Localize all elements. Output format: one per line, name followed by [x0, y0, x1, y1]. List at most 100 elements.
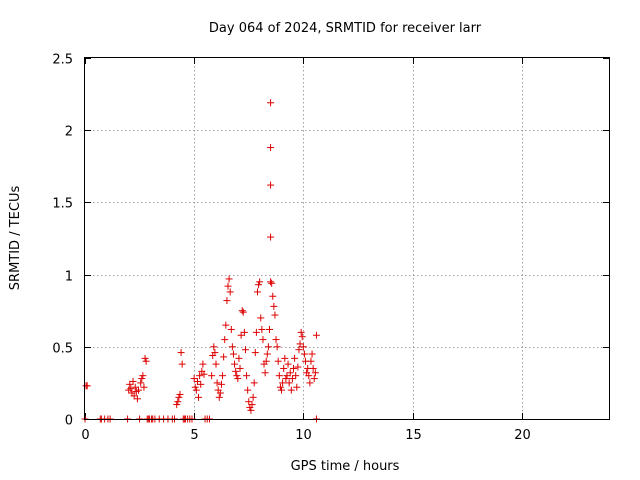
data-point [278, 386, 285, 394]
data-point [195, 393, 203, 401]
x-tick-label: 0 [81, 428, 89, 443]
data-point [216, 389, 224, 397]
data-point [133, 395, 141, 403]
data-point [297, 328, 305, 336]
data-point [237, 331, 245, 339]
data-point [295, 346, 303, 354]
data-point [126, 380, 134, 388]
data-point [267, 99, 275, 107]
data-point [225, 275, 233, 283]
x-tick-label: 5 [190, 428, 198, 443]
data-point [137, 379, 145, 387]
data-point [244, 386, 252, 394]
data-point [305, 372, 313, 380]
data-point [270, 302, 278, 310]
x-tick-label: 10 [295, 428, 312, 443]
data-point [250, 379, 258, 387]
data-point [138, 375, 146, 383]
y-tick-labels: 0 0.5 1 1.5 2 2.5 [52, 53, 73, 429]
data-point [274, 357, 282, 365]
data-point [224, 282, 232, 290]
data-point [193, 377, 201, 385]
data-point [241, 346, 249, 354]
y-tick-label: 2 [65, 125, 73, 140]
y-tick-label: 2.5 [52, 53, 73, 68]
data-point [299, 343, 307, 351]
data-point [139, 372, 147, 380]
data-point [272, 336, 280, 344]
data-point [252, 328, 260, 336]
data-point [269, 292, 277, 300]
data-point [196, 372, 204, 380]
data-point [245, 398, 253, 406]
data-point [235, 354, 243, 362]
data-point [221, 336, 229, 344]
data-point [240, 328, 248, 336]
data-point [307, 357, 315, 365]
data-point [243, 372, 251, 380]
data-point [190, 375, 198, 383]
data-point [234, 375, 242, 383]
chart-title: Day 064 of 2024, SRMTID for receiver lar… [209, 21, 482, 36]
data-point [267, 233, 275, 241]
data-point [238, 307, 246, 315]
data-point [192, 386, 200, 394]
data-point [306, 379, 314, 387]
data-point [268, 279, 276, 287]
data-point [280, 364, 288, 372]
axis-ticks [85, 58, 609, 420]
data-point [294, 363, 302, 371]
data-point [213, 379, 221, 387]
data-point [300, 350, 308, 358]
data-point [279, 379, 287, 387]
grid [85, 58, 609, 419]
data-point [239, 308, 247, 316]
data-point [129, 377, 137, 385]
x-axis-label: GPS time / hours [291, 459, 400, 474]
data-point [127, 385, 135, 393]
data-point [267, 144, 275, 152]
data-point [217, 380, 225, 388]
data-point [293, 383, 301, 391]
data-point [197, 380, 205, 388]
data-point [292, 372, 300, 380]
data-point [176, 390, 184, 398]
data-point [282, 375, 290, 383]
data-point [288, 375, 296, 383]
data-point [309, 364, 317, 372]
data-point [247, 406, 255, 414]
data-point [312, 331, 320, 339]
data-point [251, 349, 259, 357]
x-tick-label: 20 [514, 428, 531, 443]
data-point [311, 369, 319, 377]
plot-frame [84, 57, 610, 420]
data-point [261, 369, 269, 377]
data-point [253, 288, 261, 296]
data-point [291, 354, 299, 362]
data-point [267, 278, 275, 286]
data-point [199, 360, 207, 368]
data-point [210, 343, 218, 351]
data-point [310, 375, 318, 383]
data-point [173, 401, 181, 409]
data-point [249, 393, 257, 401]
data-point [281, 354, 289, 362]
y-tick-label: 0.5 [52, 342, 73, 357]
data-point [236, 364, 244, 372]
data-point [258, 325, 266, 333]
data-point [267, 181, 275, 189]
data-point [264, 343, 272, 351]
data-point [287, 386, 295, 394]
data-point [285, 379, 293, 387]
data-point [174, 398, 182, 406]
data-point [286, 369, 294, 377]
data-point [191, 383, 199, 391]
data-point [178, 360, 186, 368]
data-point [296, 340, 304, 348]
data-point [276, 383, 284, 391]
data-point [256, 278, 264, 286]
data-point [231, 360, 239, 368]
data-point [175, 393, 183, 401]
data-point [220, 353, 228, 361]
